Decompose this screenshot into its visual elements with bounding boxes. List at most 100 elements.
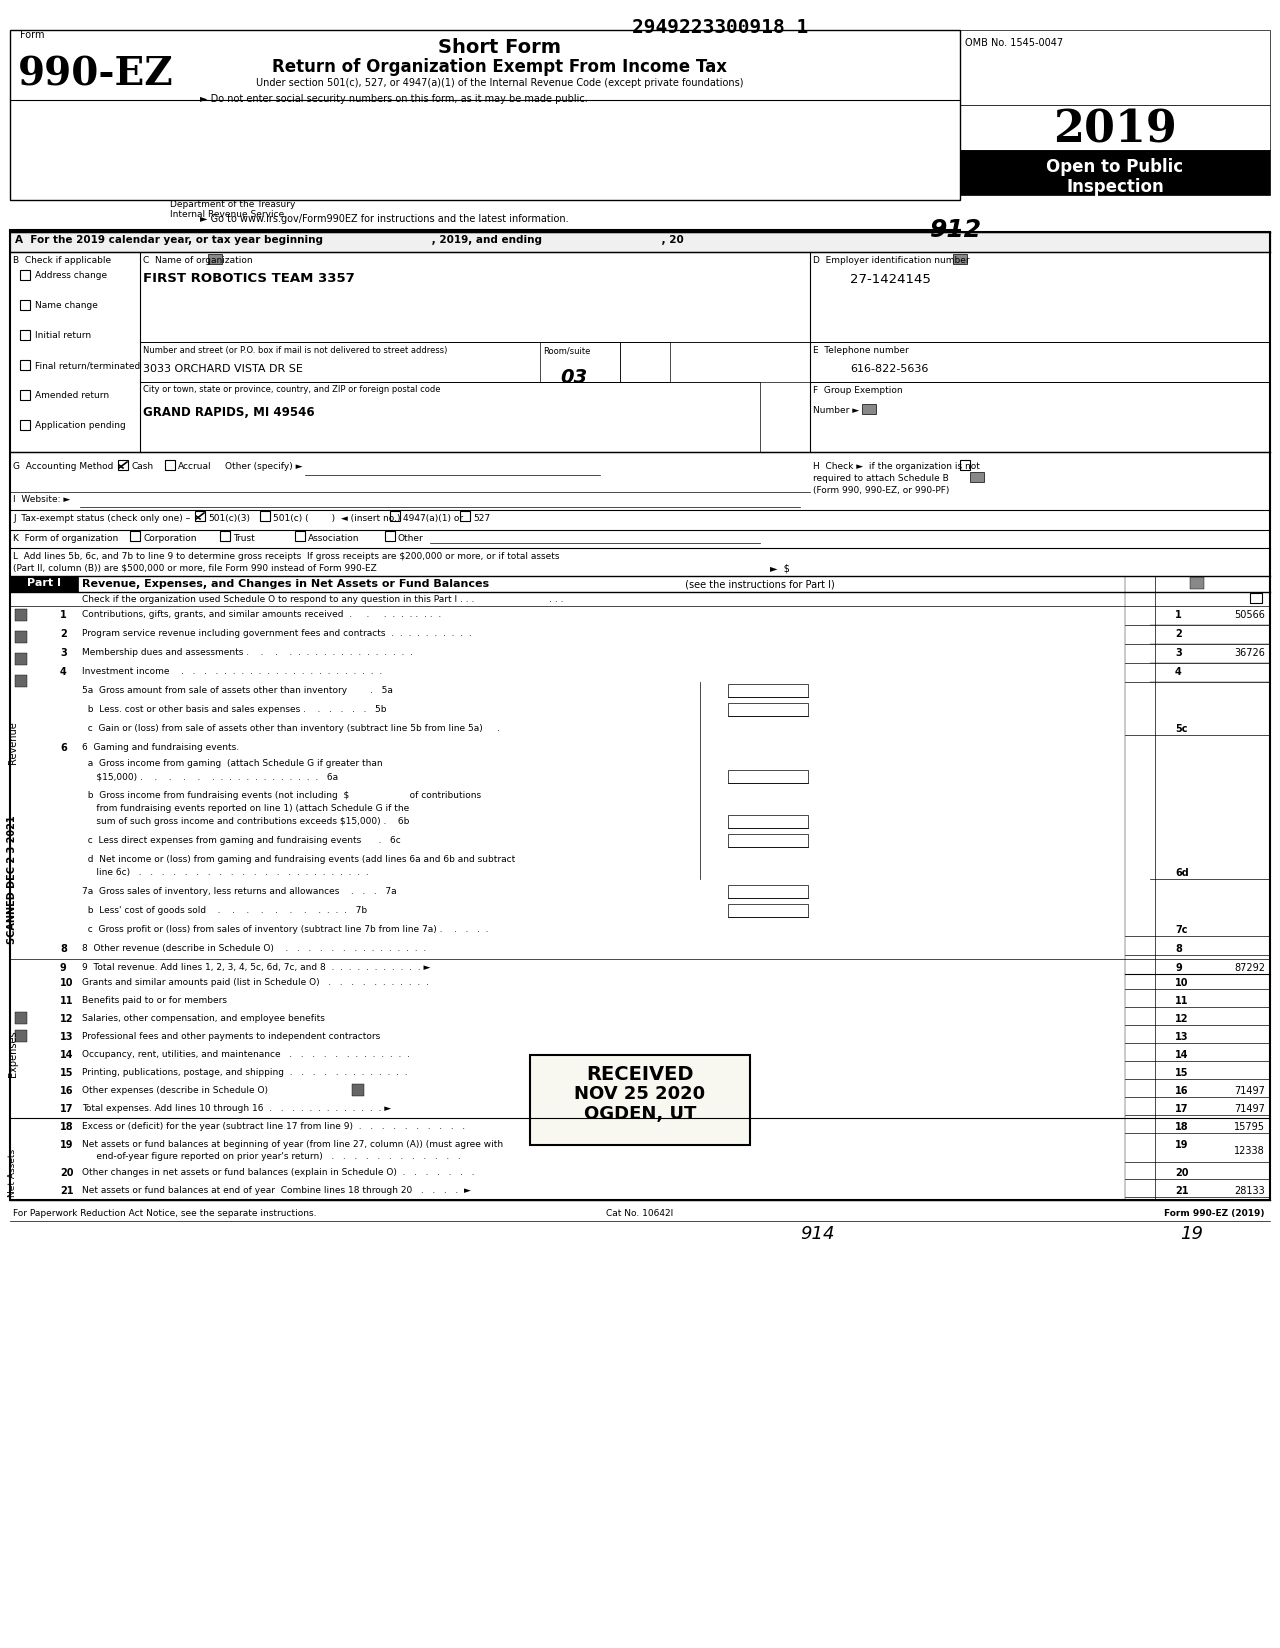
Bar	[728, 704, 808, 715]
Text: Net assets or fund balances at beginning of year (from line 27, column (A)) (mus: Net assets or fund balances at beginning…	[82, 1140, 503, 1149]
Text: 17: 17	[1175, 1104, 1189, 1114]
Bar	[15, 631, 27, 643]
Text: E  Telephone number: E Telephone number	[813, 346, 909, 354]
Bar	[10, 577, 78, 592]
Text: 2: 2	[60, 630, 67, 639]
Text: Grants and similar amounts paid (list in Schedule O)   .   .   .   .   .  .  .  : Grants and similar amounts paid (list in…	[82, 977, 429, 987]
Bar	[140, 252, 810, 343]
Text: (see the instructions for Part I): (see the instructions for Part I)	[682, 578, 835, 588]
Bar	[385, 531, 396, 541]
Text: Net Assets: Net Assets	[9, 1149, 18, 1196]
Bar	[10, 232, 1270, 252]
Text: 11: 11	[60, 995, 73, 1005]
Text: Name change: Name change	[35, 302, 97, 310]
Bar	[460, 511, 470, 521]
Text: Benefits paid to or for members: Benefits paid to or for members	[82, 995, 227, 1005]
Bar	[294, 531, 305, 541]
Text: 2019: 2019	[1053, 109, 1176, 152]
Text: 19: 19	[1175, 1140, 1189, 1150]
Text: 18: 18	[1175, 1122, 1189, 1132]
Bar	[728, 770, 808, 783]
Text: D  Employer identification number: D Employer identification number	[813, 255, 970, 265]
Text: City or town, state or province, country, and ZIP or foreign postal code: City or town, state or province, country…	[143, 386, 440, 394]
Text: 2949223300918 1: 2949223300918 1	[632, 18, 808, 36]
Text: Revenue, Expenses, and Changes in Net Assets or Fund Balances: Revenue, Expenses, and Changes in Net As…	[82, 578, 489, 588]
Text: 50566: 50566	[1234, 610, 1265, 620]
Bar	[165, 460, 175, 470]
Text: 19: 19	[1180, 1224, 1203, 1243]
Text: 1: 1	[1175, 610, 1181, 620]
Text: Other changes in net assets or fund balances (explain in Schedule O)  .   .   . : Other changes in net assets or fund bala…	[82, 1168, 475, 1177]
Text: 12: 12	[1175, 1014, 1189, 1023]
Bar	[970, 471, 984, 481]
Text: 20: 20	[1175, 1168, 1189, 1178]
Text: 3033 ORCHARD VISTA DR SE: 3033 ORCHARD VISTA DR SE	[143, 364, 303, 374]
Bar	[954, 254, 966, 264]
Text: F  Group Exemption: F Group Exemption	[813, 386, 902, 396]
Text: L  Add lines 5b, 6c, and 7b to line 9 to determine gross receipts  If gross rece: L Add lines 5b, 6c, and 7b to line 9 to …	[13, 552, 559, 560]
Bar	[20, 391, 29, 400]
Text: 4947(a)(1) or: 4947(a)(1) or	[403, 514, 463, 522]
Text: 21: 21	[60, 1187, 73, 1196]
Text: a  Gross income from gaming  (attach Schedule G if greater than: a Gross income from gaming (attach Sched…	[82, 760, 383, 768]
Bar	[10, 252, 140, 452]
Text: ► Go to www.irs.gov/Form990EZ for instructions and the latest information.: ► Go to www.irs.gov/Form990EZ for instru…	[200, 214, 568, 224]
Text: Final return/terminated: Final return/terminated	[35, 361, 141, 371]
Text: 5a  Gross amount from sale of assets other than inventory        .   5a: 5a Gross amount from sale of assets othe…	[82, 686, 393, 695]
Text: Under section 501(c), 527, or 4947(a)(1) of the Internal Revenue Code (except pr: Under section 501(c), 527, or 4947(a)(1)…	[256, 77, 744, 87]
Text: 19: 19	[60, 1140, 73, 1150]
Text: 3: 3	[60, 648, 67, 658]
Text: 28133: 28133	[1234, 1187, 1265, 1196]
Text: 6: 6	[60, 743, 67, 753]
Bar	[728, 834, 808, 847]
Text: 6d: 6d	[1175, 868, 1189, 878]
Text: line 6c)   .   .   .   .   .   .   .   .   .   .   .   .   .   .  .  .  .  .  . : line 6c) . . . . . . . . . . . . . . . .…	[82, 868, 369, 877]
Text: SCANNED DEC 2 3 2021: SCANNED DEC 2 3 2021	[6, 816, 17, 944]
Text: 87292: 87292	[1234, 962, 1265, 972]
Text: Other (specify) ►: Other (specify) ►	[225, 461, 302, 471]
Text: Short Form: Short Form	[439, 38, 562, 58]
Text: Address change: Address change	[35, 270, 108, 280]
Bar	[390, 511, 399, 521]
Bar	[140, 382, 760, 452]
Text: 9: 9	[1175, 962, 1181, 972]
Bar	[861, 404, 876, 414]
Text: 501(c) (        )  ◄ (insert no.): 501(c) ( ) ◄ (insert no.)	[273, 514, 401, 522]
Text: d  Net income or (loss) from gaming and fundraising events (add lines 6a and 6b : d Net income or (loss) from gaming and f…	[82, 855, 516, 864]
Text: 914: 914	[800, 1224, 835, 1243]
Text: J  Tax-exempt status (check only one) –: J Tax-exempt status (check only one) –	[13, 514, 191, 522]
Bar	[810, 343, 1270, 382]
Text: Occupancy, rent, utilities, and maintenance   .   .   .   .   .   .  .  .  .  . : Occupancy, rent, utilities, and maintena…	[82, 1050, 410, 1060]
Text: from fundraising events reported on line 1) (attach Schedule G if the: from fundraising events reported on line…	[82, 804, 410, 812]
Text: Corporation: Corporation	[143, 534, 197, 542]
Text: Other expenses (describe in Schedule O): Other expenses (describe in Schedule O)	[82, 1086, 268, 1094]
Text: 11: 11	[1175, 995, 1189, 1005]
Text: H  Check ►  if the organization is not: H Check ► if the organization is not	[813, 461, 980, 471]
Text: For Paperwork Reduction Act Notice, see the separate instructions.: For Paperwork Reduction Act Notice, see …	[13, 1210, 316, 1218]
Text: Investment income    .   .   .   .  .  .  .  .  .  .  .  .  .  .  .  .  .  .  . : Investment income . . . . . . . . . . . …	[82, 667, 383, 676]
Text: 27-1424145: 27-1424145	[850, 274, 931, 287]
Text: 20: 20	[60, 1168, 73, 1178]
Text: c  Less direct expenses from gaming and fundraising events      .   6c: c Less direct expenses from gaming and f…	[82, 836, 401, 845]
Text: required to attach Schedule B: required to attach Schedule B	[813, 475, 948, 483]
Text: c  Gain or (loss) from sale of assets other than inventory (subtract line 5b fro: c Gain or (loss) from sale of assets oth…	[82, 723, 500, 733]
Text: Accrual: Accrual	[178, 461, 211, 471]
Bar	[810, 382, 1270, 452]
Text: 1: 1	[60, 610, 67, 620]
Text: Total expenses. Add lines 10 through 16  .   .   .  .  .  .  .  .  .  .  .  .  .: Total expenses. Add lines 10 through 16 …	[82, 1104, 392, 1112]
Text: Contributions, gifts, grants, and similar amounts received  .     .     .  .  . : Contributions, gifts, grants, and simila…	[82, 610, 442, 620]
Text: 14: 14	[1175, 1050, 1189, 1060]
Text: Inspection: Inspection	[1066, 178, 1164, 196]
Text: Amended return: Amended return	[35, 391, 109, 400]
Text: 13: 13	[1175, 1032, 1189, 1042]
Text: 527: 527	[474, 514, 490, 522]
Text: GRAND RAPIDS, MI 49546: GRAND RAPIDS, MI 49546	[143, 405, 315, 419]
Bar	[352, 1084, 364, 1096]
Bar	[20, 359, 29, 371]
Text: 03: 03	[561, 368, 588, 387]
Text: 17: 17	[60, 1104, 73, 1114]
Text: 71497: 71497	[1234, 1104, 1265, 1114]
Text: 990-EZ: 990-EZ	[18, 54, 174, 92]
Text: 8: 8	[60, 944, 67, 954]
Text: 7a  Gross sales of inventory, less returns and allowances    .   .   .   7a: 7a Gross sales of inventory, less return…	[82, 887, 397, 897]
